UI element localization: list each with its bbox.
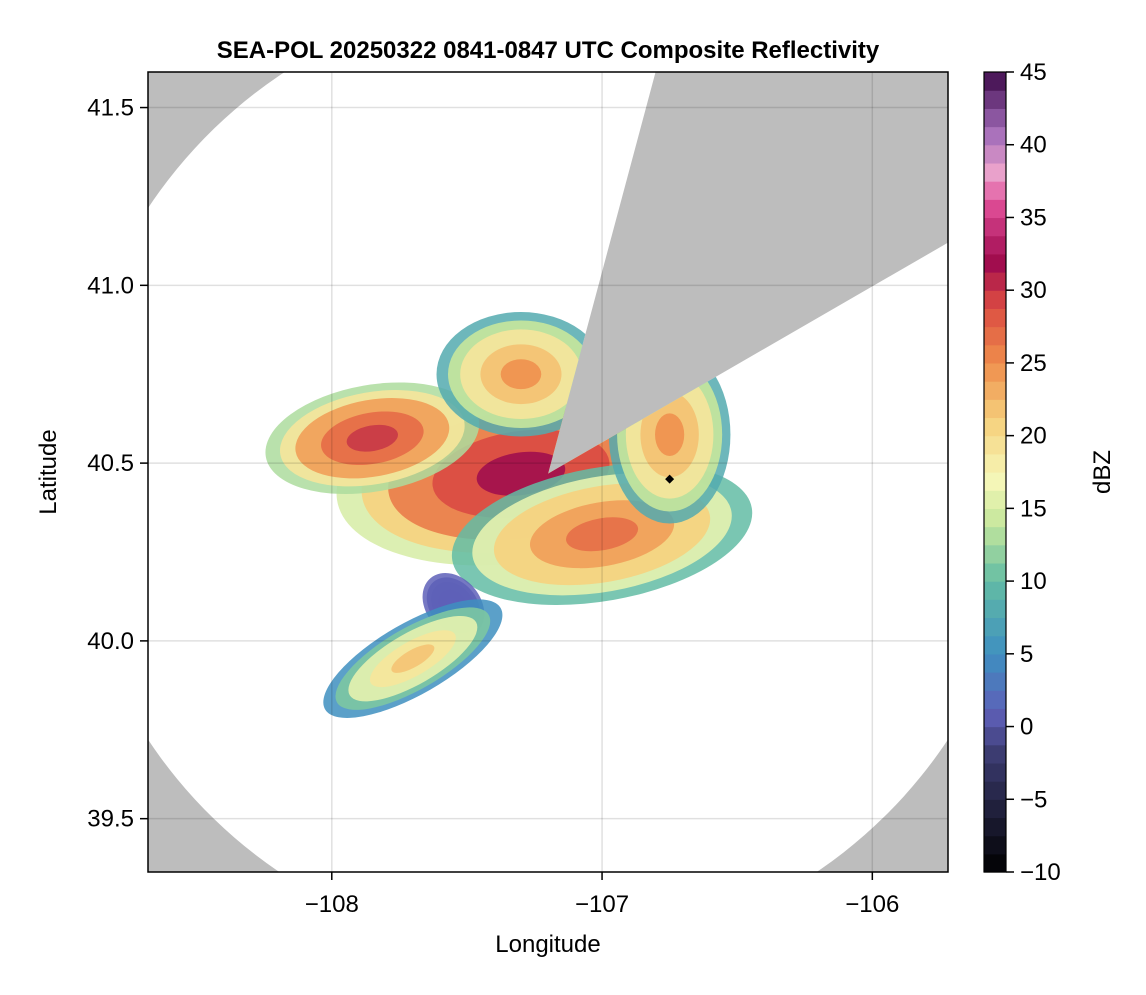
colorbar-segment-16 [984, 562, 1006, 582]
colorbar-label: dBZ [1089, 450, 1116, 494]
y-tick-label-3: 41.0 [87, 272, 134, 299]
colorbar-tick-label-4: 10 [1020, 568, 1047, 595]
colorbar-frame [983, 71, 1007, 873]
echo-region-1 [265, 382, 480, 494]
colorbar-tick-label-8: 30 [1020, 277, 1047, 304]
colorbar-segment-40 [984, 126, 1006, 146]
colorbar-segment-31 [984, 290, 1006, 309]
x-axis-label: Longitude [495, 931, 600, 958]
y-tick-label-0: 39.5 [87, 806, 134, 833]
echo-contour-2-4 [566, 517, 639, 552]
colorbar-segment-14 [984, 599, 1006, 619]
plot-frame [147, 71, 949, 873]
colorbar-segment-20 [984, 490, 1006, 509]
colorbar-segment-42 [984, 90, 1006, 109]
y-tick-label-4: 41.5 [87, 95, 134, 122]
x-tick-label-2: −106 [845, 891, 899, 918]
colorbar-segment-41 [984, 108, 1006, 128]
colorbar-segment-33 [984, 253, 1006, 273]
colorbar-segment-23 [984, 435, 1006, 455]
colorbar-segment-22 [984, 453, 1006, 473]
colorbar-segment-5 [984, 762, 1006, 782]
colorbar-segment-7 [984, 726, 1006, 746]
colorbar-segment-21 [984, 472, 1006, 491]
echo-contour-1-4 [346, 424, 398, 452]
colorbar-segment-43 [984, 72, 1006, 91]
colorbar-segment-35 [984, 217, 1006, 237]
echo-region-6 [323, 599, 503, 718]
colorbar-segment-26 [984, 381, 1006, 400]
colorbar-segment-30 [984, 308, 1006, 328]
colorbar-segment-3 [984, 799, 1006, 819]
colorbar-tick-label-9: 35 [1020, 204, 1047, 231]
y-tick-label-1: 40.0 [87, 628, 134, 655]
echo-region-3 [436, 312, 606, 437]
colorbar-segment-15 [984, 581, 1006, 600]
colorbar-segment-39 [984, 144, 1006, 164]
site-marker [665, 474, 675, 484]
colorbar-segment-28 [984, 344, 1006, 364]
x-tick-label-1: −107 [575, 891, 629, 918]
colorbar-segment-2 [984, 817, 1006, 837]
colorbar-tick-label-11: 45 [1020, 59, 1047, 86]
x-tick-label-0: −108 [305, 891, 359, 918]
colorbar-segment-0 [984, 853, 1006, 873]
colorbar-segment-12 [984, 635, 1006, 655]
colorbar-tick-label-3: 5 [1020, 641, 1033, 668]
colorbar-segment-18 [984, 526, 1006, 546]
colorbar-tick-label-7: 25 [1020, 350, 1047, 377]
y-tick-label-2: 40.5 [87, 450, 134, 477]
colorbar-segment-36 [984, 199, 1006, 219]
echo-contour-4-4 [655, 413, 685, 456]
colorbar-segment-11 [984, 653, 1006, 673]
colorbar-segment-19 [984, 508, 1006, 528]
colorbar-segment-8 [984, 708, 1006, 728]
chart-title: SEA-POL 20250322 0841-0847 UTC Composite… [217, 37, 880, 64]
colorbar-segment-4 [984, 781, 1006, 800]
colorbar-segment-32 [984, 272, 1006, 291]
colorbar-segment-24 [984, 417, 1006, 437]
colorbar-segment-34 [984, 235, 1006, 255]
colorbar-segment-1 [984, 835, 1006, 855]
colorbar-segment-13 [984, 617, 1006, 637]
colorbar-segment-29 [984, 326, 1006, 346]
colorbar-tick-label-1: −5 [1020, 786, 1047, 813]
y-axis-label: Latitude [35, 429, 62, 514]
colorbar-tick-label-6: 20 [1020, 423, 1047, 450]
colorbar-segment-27 [984, 362, 1006, 382]
colorbar-segment-25 [984, 399, 1006, 419]
colorbar-segment-9 [984, 690, 1006, 709]
colorbar-tick-label-5: 15 [1020, 495, 1047, 522]
colorbar-tick-label-2: 0 [1020, 714, 1033, 741]
echo-contour-6-4 [391, 644, 435, 673]
colorbar-segment-10 [984, 672, 1006, 691]
colorbar-tick-label-10: 40 [1020, 132, 1047, 159]
colorbar-segment-6 [984, 744, 1006, 764]
colorbar-segment-37 [984, 181, 1006, 200]
echo-contour-3-4 [500, 359, 542, 390]
colorbar-segment-17 [984, 544, 1006, 564]
colorbar-tick-label-0: −10 [1020, 859, 1061, 886]
colorbar-segment-38 [984, 162, 1006, 182]
